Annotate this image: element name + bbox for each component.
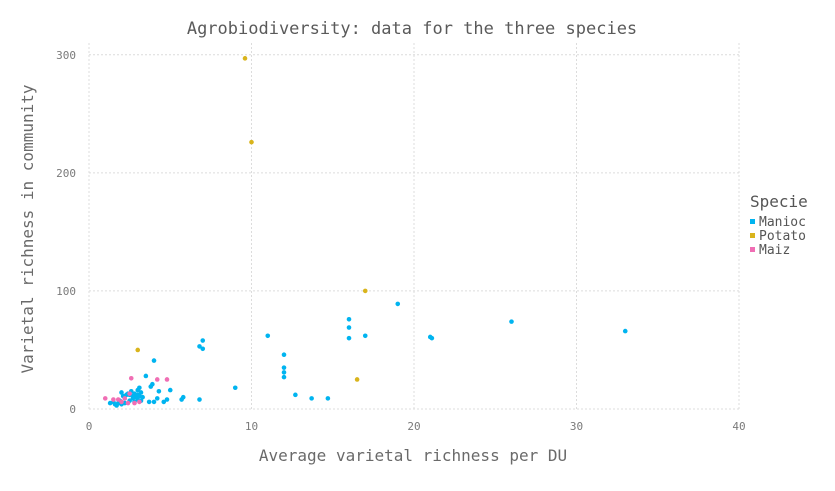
point-manioc-45 (200, 346, 206, 352)
point-maiz-7 (128, 376, 134, 381)
x-tick-label-2: 20 (407, 420, 420, 433)
point-manioc-48 (281, 352, 287, 357)
point-manioc-57 (346, 335, 352, 341)
point-manioc-59 (395, 301, 401, 307)
point-potato-1 (242, 56, 248, 61)
x-tick-label-1: 10 (245, 420, 258, 433)
legend-title: Specie (750, 192, 808, 211)
point-manioc-39 (167, 387, 173, 393)
legend-label-manioc: Manioc (759, 215, 806, 230)
point-manioc-52 (293, 392, 298, 398)
point-manioc-53 (309, 396, 314, 401)
point-manioc-54 (325, 396, 331, 401)
point-manioc-24 (137, 385, 142, 391)
point-manioc-56 (346, 325, 352, 330)
point-manioc-50 (281, 370, 287, 375)
x-tick-label-0: 0 (86, 420, 93, 433)
point-maiz-11 (164, 377, 170, 382)
point-manioc-32 (150, 381, 155, 387)
point-manioc-33 (151, 399, 157, 405)
point-manioc-38 (164, 397, 170, 402)
legend-swatch-maiz (750, 247, 755, 252)
y-tick-label-0: 0 (69, 403, 76, 416)
point-manioc-34 (151, 358, 157, 363)
point-maiz-0 (102, 396, 108, 401)
axis-ticks: 0 10 20 30 40 0 100 200 300 (56, 49, 746, 433)
point-manioc-46 (232, 385, 238, 391)
point-maiz-5 (125, 400, 131, 406)
point-manioc-28 (140, 394, 145, 400)
point-manioc-43 (197, 344, 202, 349)
point-maiz-10 (154, 377, 160, 382)
point-manioc-47 (265, 333, 271, 339)
point-maiz-2 (115, 397, 121, 402)
point-maiz-6 (127, 391, 132, 396)
point-potato-3 (354, 377, 360, 382)
point-manioc-36 (156, 388, 162, 394)
y-axis-title: Varietal richness in community (18, 84, 37, 373)
point-manioc-62 (509, 319, 514, 324)
point-potato-2 (249, 139, 254, 145)
y-tick-label-2: 200 (56, 167, 76, 180)
point-manioc-30 (146, 399, 152, 405)
point-manioc-58 (362, 333, 368, 339)
point-manioc-26 (138, 390, 144, 395)
point-maiz-9 (137, 399, 142, 405)
legend-swatch-manioc (750, 219, 755, 224)
point-manioc-35 (154, 396, 160, 401)
point-potato-0 (135, 347, 141, 353)
point-manioc-55 (346, 316, 352, 322)
point-manioc-29 (143, 373, 149, 379)
point-manioc-51 (281, 374, 287, 380)
y-tick-label-1: 100 (56, 285, 76, 298)
x-tick-label-4: 40 (732, 420, 745, 433)
legend-label-maiz: Maiz (759, 243, 790, 258)
point-manioc-6 (119, 390, 124, 395)
legend-swatch-potato (750, 233, 755, 238)
grid-lines (88, 43, 740, 410)
point-maiz-8 (132, 400, 137, 406)
data-points (102, 56, 628, 408)
point-manioc-41 (180, 394, 186, 400)
y-tick-label-3: 300 (56, 49, 76, 62)
x-axis-title: Average varietal richness per DU (259, 446, 567, 465)
point-manioc-44 (200, 338, 206, 343)
point-manioc-61 (429, 335, 435, 341)
point-maiz-4 (122, 396, 128, 401)
point-potato-4 (362, 288, 368, 294)
point-maiz-1 (111, 397, 116, 402)
point-manioc-37 (161, 399, 167, 405)
point-maiz-3 (119, 399, 124, 405)
legend-label-potato: Potato (759, 229, 806, 244)
point-manioc-49 (281, 365, 287, 370)
point-manioc-63 (622, 328, 628, 334)
point-manioc-42 (197, 397, 202, 402)
chart-title: Agrobiodiversity: data for the three spe… (187, 19, 637, 39)
x-tick-label-3: 30 (570, 420, 583, 433)
